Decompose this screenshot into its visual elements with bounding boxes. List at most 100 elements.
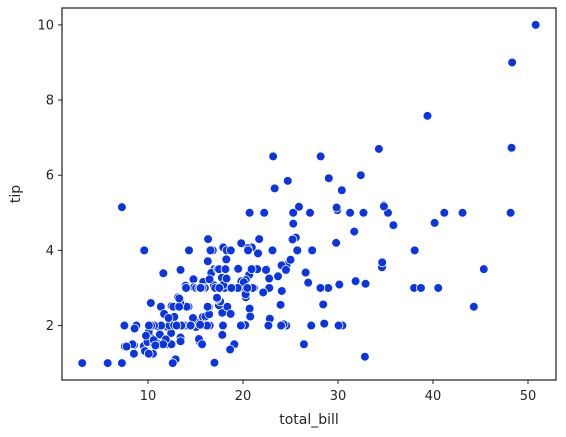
data-point bbox=[185, 320, 196, 331]
data-point bbox=[129, 323, 140, 334]
data-point bbox=[174, 301, 184, 312]
data-point bbox=[143, 348, 154, 359]
data-point bbox=[205, 245, 216, 256]
data-point bbox=[505, 207, 516, 218]
data-point bbox=[507, 57, 517, 68]
x-tick-label: 40 bbox=[425, 389, 442, 404]
data-point bbox=[171, 320, 182, 331]
data-point bbox=[307, 245, 317, 256]
data-point bbox=[305, 207, 315, 218]
data-point bbox=[195, 283, 206, 293]
y-axis-label: tip bbox=[8, 185, 24, 203]
data-point bbox=[349, 226, 360, 237]
data-point bbox=[358, 207, 369, 218]
x-tick-label: 10 bbox=[140, 389, 157, 404]
data-point bbox=[253, 248, 263, 259]
x-tick-label: 30 bbox=[330, 389, 347, 404]
data-point bbox=[184, 245, 194, 256]
data-point bbox=[174, 293, 185, 304]
data-point bbox=[197, 339, 207, 350]
data-point bbox=[281, 265, 291, 275]
data-point bbox=[244, 303, 255, 314]
data-point bbox=[377, 257, 387, 268]
data-point bbox=[233, 263, 243, 274]
y-tick-label: 4 bbox=[46, 244, 54, 259]
data-point bbox=[299, 339, 309, 350]
data-point bbox=[221, 254, 232, 265]
x-axis-label: total_bill bbox=[279, 412, 339, 428]
y-tick-label: 10 bbox=[37, 18, 54, 33]
data-point bbox=[315, 151, 326, 162]
data-point bbox=[318, 299, 329, 310]
data-point bbox=[273, 271, 283, 282]
data-point bbox=[129, 348, 139, 359]
data-point bbox=[350, 276, 361, 286]
data-point bbox=[203, 256, 213, 267]
data-point bbox=[236, 238, 247, 249]
y-axis-ticks: 2 4 6 8 10 bbox=[37, 18, 62, 334]
data-point bbox=[202, 301, 213, 312]
data-point bbox=[306, 320, 317, 331]
y-tick-label: 8 bbox=[46, 94, 54, 109]
data-point bbox=[225, 309, 236, 319]
data-point bbox=[212, 292, 222, 303]
data-point bbox=[217, 330, 228, 340]
data-point bbox=[337, 185, 347, 196]
data-point bbox=[242, 283, 253, 293]
data-point bbox=[268, 151, 278, 162]
data-point bbox=[285, 254, 296, 265]
data-point bbox=[433, 283, 444, 293]
data-point bbox=[204, 274, 215, 285]
data-point bbox=[225, 245, 236, 256]
data-point bbox=[331, 202, 342, 213]
y-tick-label: 6 bbox=[46, 169, 54, 184]
plot-frame bbox=[61, 7, 557, 381]
data-point bbox=[144, 320, 154, 331]
data-point bbox=[315, 283, 326, 293]
x-tick-label: 50 bbox=[520, 389, 537, 404]
data-point bbox=[319, 318, 330, 329]
data-point bbox=[218, 320, 228, 331]
data-point bbox=[345, 207, 355, 218]
data-point bbox=[334, 279, 345, 290]
data-point bbox=[195, 319, 205, 330]
data-point bbox=[282, 176, 293, 186]
data-point bbox=[243, 245, 253, 256]
data-point bbox=[292, 245, 303, 256]
data-point bbox=[141, 330, 151, 341]
data-point bbox=[422, 111, 433, 121]
data-point bbox=[457, 207, 468, 218]
data-point bbox=[429, 218, 440, 228]
data-point bbox=[294, 201, 304, 212]
x-axis-ticks: 10 20 30 40 50 bbox=[140, 380, 536, 404]
data-point bbox=[119, 320, 130, 331]
data-point bbox=[163, 313, 174, 323]
data-point bbox=[506, 142, 517, 153]
data-point bbox=[360, 279, 371, 289]
y-tick-label: 2 bbox=[46, 319, 54, 334]
data-point bbox=[267, 245, 278, 256]
data-point bbox=[221, 273, 232, 284]
data-point bbox=[356, 170, 366, 181]
data-point bbox=[102, 358, 113, 368]
data-point bbox=[254, 234, 264, 244]
data-point bbox=[246, 264, 257, 274]
data-point bbox=[146, 298, 156, 308]
data-point bbox=[288, 218, 299, 229]
data-point bbox=[263, 320, 274, 331]
data-point bbox=[276, 320, 286, 331]
data-point bbox=[209, 357, 220, 368]
data-point bbox=[203, 234, 213, 244]
data-point bbox=[300, 267, 311, 278]
data-point bbox=[287, 234, 298, 245]
data-point bbox=[167, 358, 178, 368]
data-point bbox=[258, 287, 268, 298]
data-point bbox=[388, 220, 399, 230]
data-point bbox=[181, 283, 191, 293]
data-point bbox=[416, 283, 426, 293]
data-point bbox=[530, 20, 541, 30]
data-point bbox=[333, 320, 344, 331]
data-point bbox=[77, 358, 88, 368]
data-point bbox=[261, 265, 271, 275]
